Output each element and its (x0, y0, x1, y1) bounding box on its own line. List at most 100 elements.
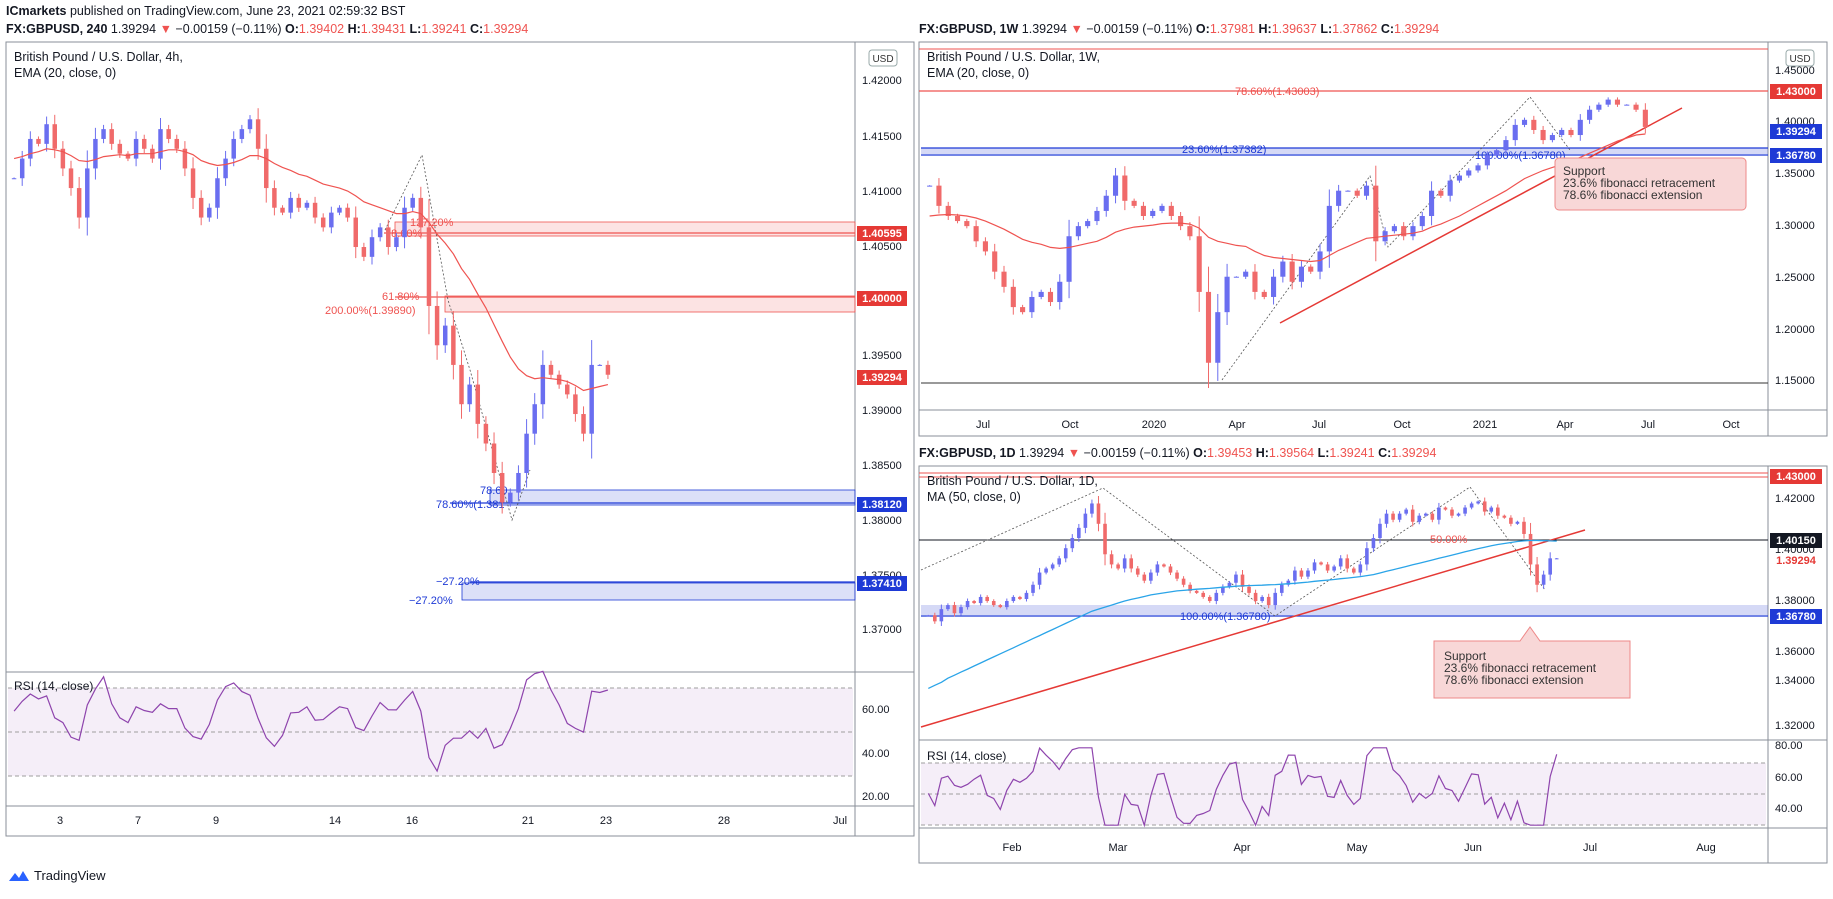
publisher-name: ICmarkets (6, 4, 67, 18)
svg-text:Support: Support (1444, 649, 1487, 663)
support-callout-d1: Support 23.6% fibonacci retracement 78.6… (1433, 626, 1631, 699)
candle-body (1429, 190, 1435, 216)
candle-body (361, 247, 367, 257)
candles-d1 (926, 496, 1559, 626)
svg-text:Jul: Jul (1641, 419, 1655, 431)
candle-body (982, 241, 988, 252)
candle-body (418, 197, 424, 228)
candle-body (540, 364, 546, 405)
candle-body (1131, 200, 1137, 206)
candle-body (1187, 226, 1193, 237)
candle-body (329, 212, 334, 228)
svg-text:1.39500: 1.39500 (862, 350, 902, 362)
candle-body (946, 605, 950, 610)
svg-text:60.00: 60.00 (1775, 772, 1803, 784)
panel-frame-h4 (5, 41, 915, 837)
open-value: 1.39453 (1207, 446, 1253, 460)
svg-text:1.36780: 1.36780 (1776, 611, 1816, 623)
candle-body (1175, 572, 1179, 579)
price-badge-138120: 1.38120 (857, 497, 907, 512)
svg-text:60.00: 60.00 (862, 704, 890, 716)
candle-body (1286, 580, 1291, 585)
currency-tag-h4[interactable]: USD (868, 49, 898, 67)
candle-body (1351, 568, 1356, 573)
candle-body (1215, 312, 1221, 363)
low-label: L: (409, 22, 422, 36)
candle-body (1535, 564, 1539, 585)
candle-body (1010, 286, 1016, 308)
candle-body (1614, 99, 1621, 105)
candle-body (52, 124, 57, 149)
support-zone-d1 (921, 605, 1768, 615)
candle-body (190, 168, 196, 198)
candle-body (959, 607, 963, 614)
candle-body (1528, 533, 1533, 565)
candle-body (1142, 574, 1147, 581)
tradingview-footer[interactable]: TradingView (8, 868, 106, 883)
candle-body (532, 404, 537, 434)
footer-brand: TradingView (34, 868, 106, 883)
candles-h4 (11, 108, 611, 514)
ema-line-h4 (13, 148, 609, 392)
candle-body (1466, 170, 1472, 176)
candle-body (1502, 515, 1507, 518)
candle-body (1624, 104, 1630, 106)
candle-body (272, 188, 277, 208)
svg-text:Support: Support (1563, 164, 1606, 178)
candle-body (483, 423, 489, 444)
symbol-line-w1: FX:GBPUSD, 1W 1.39294 ▼ −0.00159 (−0.11%… (919, 22, 1439, 36)
candle-body (1319, 562, 1323, 565)
candle-body (1227, 582, 1232, 587)
candle-body (1293, 570, 1297, 581)
fib-zone-127 (394, 221, 856, 237)
candle-body (1168, 566, 1173, 573)
candle-body (1103, 195, 1109, 211)
candle-body (1568, 129, 1574, 136)
candle-body (605, 364, 611, 375)
candle-body (1109, 554, 1114, 565)
svg-text:16: 16 (406, 815, 418, 827)
candle-body (1494, 150, 1500, 156)
svg-text:1.42000: 1.42000 (862, 75, 902, 87)
price-badge-140000: 1.40000 (857, 291, 907, 306)
candle-body (985, 596, 989, 602)
svg-text:1.40000: 1.40000 (862, 293, 902, 305)
symbol: FX:GBPUSD, 240 (6, 22, 108, 36)
fib-label: 78.60%(1.43003) (1235, 86, 1319, 98)
svg-text:1.38000: 1.38000 (1775, 595, 1815, 607)
candle-body (1476, 501, 1480, 504)
high-label: H: (1258, 22, 1272, 36)
candle-body (491, 443, 497, 473)
candle-body (1475, 165, 1481, 171)
open-label: O: (1195, 22, 1210, 36)
candle-body (1083, 513, 1088, 528)
fib-label: 200.00%(1.39890) (325, 305, 416, 317)
candle-body (1150, 210, 1156, 216)
candle-body (524, 433, 529, 473)
svg-text:Jul: Jul (1312, 419, 1326, 431)
panel-frame-d1 (918, 465, 1828, 864)
svg-text:1.35000: 1.35000 (1775, 168, 1815, 180)
candle-body (972, 601, 976, 604)
currency-tag-w1[interactable]: USD (1785, 49, 1815, 67)
candle-body (1135, 568, 1140, 575)
candle-body (581, 414, 586, 434)
fib-label: −27.20% (409, 595, 453, 607)
svg-text:28: 28 (718, 815, 730, 827)
symbol-line-d1: FX:GBPUSD, 1D 1.39294 ▼ −0.00159 (−0.11%… (919, 446, 1436, 460)
candle-body (1096, 503, 1101, 524)
svg-text:USD: USD (872, 54, 893, 65)
candle-body (1221, 586, 1225, 593)
svg-text:1.39294: 1.39294 (1776, 126, 1817, 138)
candle-body (1122, 175, 1128, 201)
candle-body (1029, 296, 1035, 313)
price-badge-140150-d1: 1.40150 (1770, 533, 1822, 548)
close-label: C: (1380, 22, 1395, 36)
candle-body (101, 129, 106, 139)
candle-body (369, 237, 375, 257)
candle-body (1057, 281, 1063, 303)
ma-line-d1 (928, 539, 1557, 689)
price-axis-h4: 1.42000 1.41500 1.41000 1.40500 1.40000 … (862, 75, 902, 636)
price-badge-136780-w1: 1.36780 (1770, 148, 1822, 163)
